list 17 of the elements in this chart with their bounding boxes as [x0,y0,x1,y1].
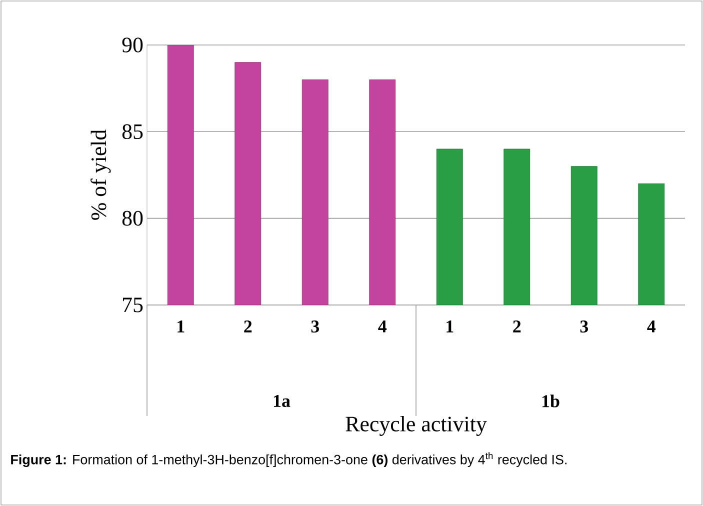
x-axis-title: Recycle activity [346,416,487,436]
x-tick-label: 2 [244,320,252,332]
x-tick-label: 3 [311,320,320,333]
y-tick-label: 75 [123,298,143,312]
y-tick-label: 85 [122,124,143,140]
y-axis-title: % of yield [90,130,111,220]
x-tick-label: 1 [446,320,454,332]
text: 1b [542,394,560,408]
x-tick-label: 4 [378,320,387,332]
x-tick-label: 3 [580,320,588,333]
text: Figure 1: Formation of 1-methyl-3H-benzo[f]chromen-3-one (6) derivatives by 4$^{th}$ recycled IS. [11,452,566,468]
x-tick-label: 1 [178,320,184,332]
text: 1a [274,394,290,407]
x-tick-label: 2 [513,320,521,332]
y-tick-label: 90 [122,38,143,52]
x-tick-label: 4 [647,320,656,332]
y-tick-label: 80 [122,210,143,226]
